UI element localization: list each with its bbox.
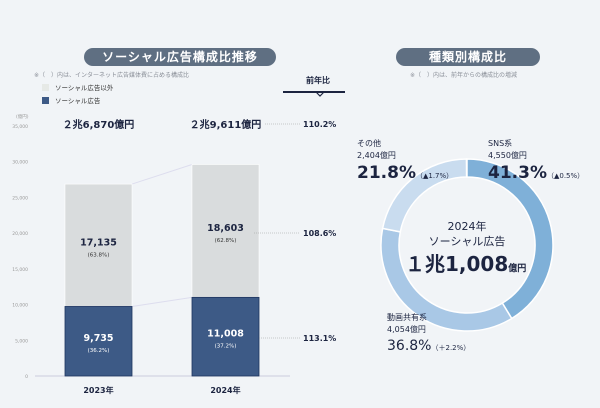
y-tick-label: 10,000: [12, 303, 28, 309]
donut-center-year: 2024年: [447, 220, 487, 233]
bar-share-label: (63.8%): [88, 252, 110, 258]
bar-value-label: 9,735: [83, 333, 113, 344]
slice-percent: 21.8%: [357, 163, 416, 183]
donut-center-value: １兆1,008億円: [405, 248, 545, 277]
center-unit: 億円: [508, 264, 527, 274]
y-tick-label: 15,000: [12, 267, 28, 273]
legend-label: ソーシャル広告以外: [55, 84, 114, 92]
y-tick-label: 0: [25, 374, 28, 380]
legend-item-other: ソーシャル広告以外: [42, 82, 113, 92]
legend-swatch: [42, 96, 49, 104]
bar-value-label: 17,135: [80, 237, 117, 248]
bar-other: [64, 183, 133, 307]
legend-item-social: ソーシャル広告: [42, 95, 100, 105]
bar-social: [191, 296, 260, 377]
slice-name: 動画共有系: [387, 313, 427, 322]
slice-name: その他: [357, 139, 381, 148]
yoy-label: 108.6%: [303, 229, 336, 238]
y-tick-label: 5,000: [15, 338, 28, 344]
bar-value-label: 18,603: [207, 223, 244, 234]
y-tick-label: 35,000: [12, 124, 28, 130]
legend-label: ソーシャル広告: [55, 97, 101, 105]
slice-change: （▲0.5%）: [546, 172, 585, 180]
total-label: ２兆6,870億円: [63, 118, 135, 131]
connector-line: [131, 296, 193, 307]
right-title: 種類別構成比: [396, 48, 540, 66]
slice-amount: 4,550億円: [488, 151, 527, 160]
chevron-down-icon: [315, 91, 325, 97]
left-note: ※（ ）内は、インターネット広告媒体費に占める構成比: [34, 72, 190, 79]
y-axis-label: (億円): [16, 113, 29, 120]
x-tick-label: 2024年: [210, 385, 240, 395]
yoy-label: 113.1%: [303, 334, 336, 343]
center-value: １兆1,008: [405, 252, 509, 276]
connector-line: [131, 164, 193, 185]
total-label: ２兆9,611億円: [190, 118, 262, 131]
bar-social: [64, 306, 133, 377]
slice-amount: 4,054億円: [387, 325, 426, 334]
right-note: ※（ ）内は、前年からの構成比の増減: [410, 72, 518, 79]
donut-slice-2: [381, 158, 468, 233]
bar-share-label: (37.2%): [215, 344, 237, 350]
slice-percent: 41.3%: [488, 163, 547, 183]
y-tick-label: 25,000: [12, 195, 28, 201]
slice-name: SNS系: [488, 139, 513, 148]
slice-label-other: その他 2,404億円 21.8%（▲1.7%）: [357, 138, 453, 187]
yoy-label: 110.2%: [303, 120, 336, 129]
slice-label-sns: SNS系 4,550億円 41.3%（▲0.5%）: [488, 138, 584, 187]
yoy-header: 前年比: [306, 76, 330, 85]
slice-percent: 36.8%: [387, 338, 432, 354]
donut-center-label: ソーシャル広告: [428, 235, 506, 248]
slice-amount: 2,404億円: [357, 151, 396, 160]
slice-change: （＋2.2%）: [431, 344, 471, 352]
slice-label-video: 動画共有系 4,054億円 36.8%（＋2.2%）: [387, 312, 470, 358]
left-title: ソーシャル広告構成比推移: [84, 48, 276, 66]
bar-share-label: (36.2%): [88, 348, 110, 354]
x-tick-label: 2023年: [83, 385, 113, 395]
y-tick-label: 30,000: [12, 160, 28, 166]
legend-swatch: [42, 83, 49, 91]
y-tick-label: 20,000: [12, 231, 28, 237]
bar-value-label: 11,008: [207, 329, 244, 340]
slice-change: （▲1.7%）: [415, 172, 454, 180]
bar-share-label: (62.8%): [215, 238, 237, 244]
